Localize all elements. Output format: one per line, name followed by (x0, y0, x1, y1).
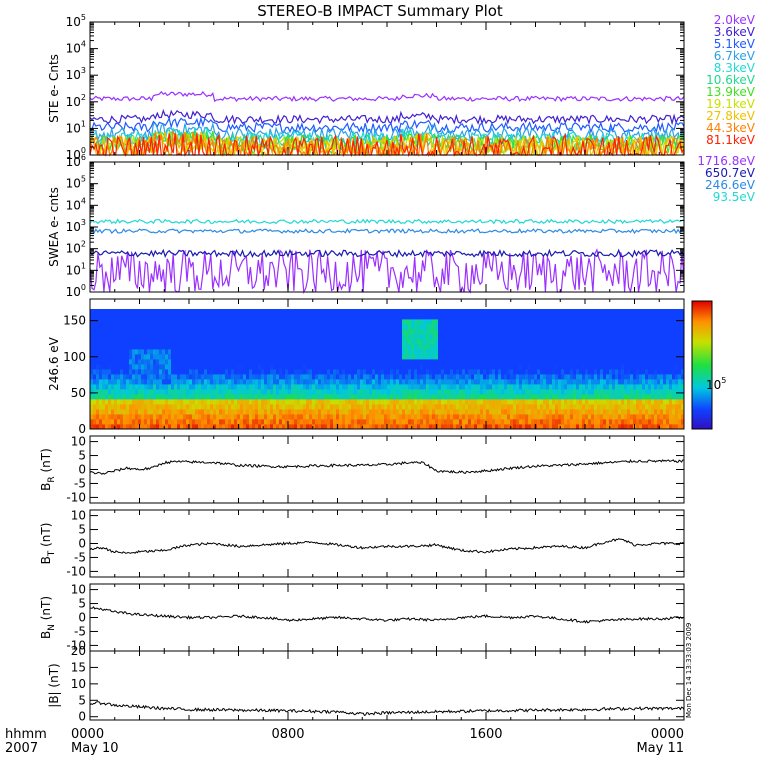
bmag-ytick-label: 10 (71, 677, 86, 691)
legend-8.3keV: 8.3keV (714, 61, 756, 75)
plot-title: STEREO-B IMPACT Summary Plot (257, 2, 503, 20)
ste-series-2.0keV (89, 90, 685, 103)
footer-date-start: May 10 (71, 741, 119, 756)
pad-colorbar (691, 300, 713, 430)
pad-cells (90, 309, 685, 430)
swea-ytick-label: 104 (66, 196, 86, 212)
bn-ytick-label: 0 (78, 611, 86, 625)
bt-ytick-label: 0 (78, 537, 86, 551)
br-frame (89, 435, 685, 504)
swea-ytick-label: 103 (66, 218, 86, 234)
bt-series (89, 538, 685, 554)
bmag-ytick-label: 5 (78, 693, 86, 707)
br-ytick-label: 0 (78, 463, 86, 477)
legends: 2.0keV3.6keV5.1keV6.7keV8.3keV10.6keV13.… (697, 13, 755, 204)
bt-ytick-label: 5 (78, 523, 86, 537)
ste-ytick-label: 104 (66, 40, 86, 56)
pad-ytick-label: 50 (71, 386, 86, 400)
bn-series (89, 606, 685, 624)
bn-frame (89, 583, 685, 652)
ste-ytick-label: 100 (66, 146, 86, 162)
generation-timestamp: Mon Dec 14 13:33:03 2009 (685, 623, 693, 718)
x-axis-labels: 0000 0800 1600 0000 (71, 727, 684, 742)
ste-series-8.3keV (89, 127, 685, 148)
ste-ylabel: STE e- Cnts (47, 54, 61, 123)
pad-colorbar-label: 105 (706, 376, 726, 392)
ste-panel: 100 101 102 103 104 105 STE e- Cnts (47, 13, 685, 162)
legend-5.1keV: 5.1keV (714, 37, 756, 51)
pad-ytick-label: 100 (63, 350, 86, 364)
legend-27.8keV: 27.8keV (706, 109, 756, 123)
bmag-ytick-label: 15 (71, 660, 86, 674)
swea-ytick-label: 106 (66, 153, 86, 169)
bn-ytick-label: -5 (74, 624, 86, 638)
br-ytick-label: 10 (71, 435, 86, 449)
swea-ytick-label: 101 (66, 261, 86, 277)
ste-ytick-label: 103 (66, 66, 86, 82)
swea-panel: 100 101 102 103 104 105 106 SWEA e- cnts (47, 153, 685, 299)
ste-ytick-label: 105 (66, 13, 86, 29)
legend-1716.8eV: 1716.8eV (697, 154, 755, 168)
legend-6.7keV: 6.7keV (714, 49, 756, 63)
legend-81.1keV: 81.1keV (706, 133, 756, 147)
legend-93.5eV: 93.5eV (713, 190, 756, 204)
pad-ytick-label: 150 (63, 314, 86, 328)
legend-10.6keV: 10.6keV (706, 73, 756, 87)
swea-series-246.6eV (89, 228, 685, 235)
swea-series-93.5eV (89, 218, 685, 225)
legend-650.7eV: 650.7eV (705, 166, 756, 180)
x-tick-label: 1600 (469, 727, 502, 742)
br-ytick-label: -10 (66, 490, 86, 504)
br-series (89, 459, 685, 475)
legend-44.3keV: 44.3keV (706, 121, 756, 135)
swea-ytick-label: 100 (66, 283, 86, 299)
swea-ytick-label: 102 (66, 240, 86, 256)
bt-ylabel: BT (nT) (39, 523, 57, 565)
bt-ytick-label: -10 (66, 564, 86, 578)
legend-13.9keV: 13.9keV (706, 85, 756, 99)
bmag-series (89, 701, 685, 717)
footer-row-label: hhmm (5, 727, 47, 742)
bmag-ytick-label: 0 (78, 710, 86, 724)
legend-246.6eV: 246.6eV (705, 178, 756, 192)
pad-ylabel: 246.6 eV (47, 336, 61, 391)
bn-ytick-label: 5 (78, 597, 86, 611)
x-tick-label: 0000 (71, 727, 104, 742)
bmag-ytick-label: 20 (71, 644, 86, 658)
ste-series-3.6keV (89, 108, 685, 126)
footer-year: 2007 (5, 741, 38, 756)
bmag-ylabel: |B| (nT) (47, 663, 61, 707)
ste-series-5.1keV (89, 116, 685, 134)
pad-ytick-label: 0 (78, 422, 86, 436)
swea-frame (89, 161, 685, 293)
bmag-panel: 0 5 10 15 20 |B| (nT) (47, 644, 685, 724)
bt-ytick-label: 10 (71, 509, 86, 523)
br-ytick-label: -5 (74, 476, 86, 490)
legend-19.1keV: 19.1keV (706, 97, 756, 111)
legend-2.0keV: 2.0keV (714, 13, 756, 27)
ste-ytick-label: 101 (66, 119, 86, 135)
legend-3.6keV: 3.6keV (714, 25, 756, 39)
swea-ytick-label: 105 (66, 175, 86, 191)
bn-ylabel: BN (nT) (39, 596, 57, 639)
bt-ytick-label: -5 (74, 550, 86, 564)
x-tick-label: 0800 (271, 727, 304, 742)
bn-ytick-label: -10 (66, 638, 86, 652)
x-tick-label: 0000 (651, 727, 684, 742)
bn-ytick-label: 10 (71, 583, 86, 597)
br-ytick-label: 5 (78, 449, 86, 463)
swea-series-1716.8eV (89, 248, 685, 295)
swea-series-650.7eV (89, 248, 685, 259)
ste-ytick-label: 102 (66, 93, 86, 109)
footer-date-end: May 11 (636, 741, 684, 756)
swea-ylabel: SWEA e- cnts (47, 187, 61, 267)
br-ylabel: BR (nT) (39, 448, 57, 491)
